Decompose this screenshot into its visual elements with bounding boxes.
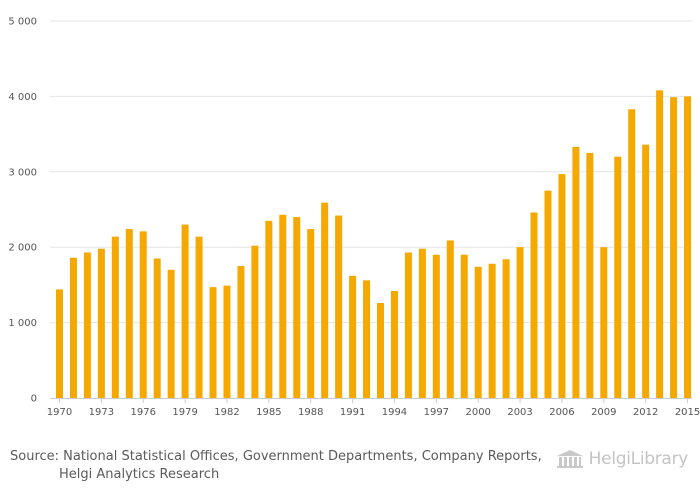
bar-1979 — [181, 224, 189, 398]
x-tick-label: 2015 — [675, 407, 700, 418]
bar-1990 — [335, 215, 343, 398]
bar-1995 — [404, 252, 412, 398]
bar-2005 — [544, 190, 552, 398]
bar-1983 — [237, 266, 245, 398]
bar-1973 — [97, 248, 105, 398]
bar-1998 — [446, 240, 454, 398]
bar-2004 — [530, 212, 538, 398]
x-tick-label: 1988 — [298, 407, 323, 418]
source-note: Source: National Statistical Offices, Go… — [10, 448, 542, 484]
y-tick-label: 1 000 — [8, 318, 37, 329]
y-tick-label: 4 000 — [8, 92, 37, 103]
x-tick-label: 1976 — [131, 407, 156, 418]
bar-1999 — [460, 254, 468, 398]
bar-1972 — [83, 252, 91, 398]
bar-1989 — [321, 202, 329, 398]
bar-1971 — [69, 257, 77, 398]
bar-1981 — [209, 287, 217, 398]
x-tick-label: 1985 — [256, 407, 281, 418]
bar-1976 — [139, 231, 147, 398]
bar-1985 — [265, 220, 273, 398]
bar-1993 — [377, 302, 384, 398]
bar-1984 — [251, 245, 259, 398]
bar-1992 — [363, 280, 371, 398]
x-tick-label: 1979 — [172, 407, 197, 418]
bar-1974 — [111, 236, 119, 398]
bar-1991 — [349, 275, 357, 398]
bar-1975 — [125, 229, 133, 398]
x-tick-label: 1997 — [424, 407, 449, 418]
y-tick-label: 5 000 — [8, 17, 37, 28]
bar-2014 — [670, 97, 678, 399]
y-axis-ticks: 0 1 000 2 000 3 000 4 000 5 000 — [8, 17, 37, 405]
x-tick-label: 2000 — [465, 407, 490, 418]
bar-2001 — [488, 263, 496, 398]
library-building-icon — [556, 450, 583, 468]
x-tick-label: 1991 — [340, 407, 365, 418]
y-tick-label: 2 000 — [8, 243, 37, 254]
bar-2002 — [502, 259, 510, 398]
bar-1980 — [195, 236, 203, 398]
brand-name: HelgiLibrary — [588, 449, 689, 469]
bar-1996 — [418, 248, 426, 398]
bar-1986 — [279, 214, 287, 398]
x-tick-label: 1994 — [382, 407, 407, 418]
x-tick-label: 2009 — [591, 407, 616, 418]
y-tick-label: 0 — [31, 394, 37, 405]
x-tick-label: 1973 — [89, 407, 114, 418]
bar-2009 — [600, 247, 608, 398]
bar-2006 — [558, 174, 566, 398]
grid-lines — [50, 20, 692, 324]
bar-1988 — [307, 229, 315, 398]
source-line-1: Source: National Statistical Offices, Go… — [10, 449, 542, 464]
bar-2003 — [516, 247, 524, 398]
bar-1982 — [223, 285, 231, 398]
bar-2013 — [656, 90, 664, 399]
bar-2007 — [572, 146, 580, 398]
x-tick-label: 1982 — [214, 407, 239, 418]
x-axis-ticks: 1970 1973 1976 1979 1982 1985 1988 1991 1994 1997… — [47, 398, 700, 418]
bar-2008 — [586, 152, 594, 398]
x-tick-label: 2003 — [507, 407, 532, 418]
x-tick-label: 2012 — [633, 407, 658, 418]
bar-1978 — [167, 269, 175, 398]
bar-2015 — [684, 96, 692, 399]
bar-2011 — [628, 109, 636, 398]
y-tick-label: 3 000 — [8, 167, 37, 178]
helgi-library-logo: HelgiLibrary — [556, 448, 688, 470]
bar-1987 — [293, 217, 301, 398]
bar-1994 — [390, 290, 398, 398]
source-line-2: Helgi Analytics Research — [59, 467, 220, 482]
bar-1977 — [153, 258, 161, 398]
bar-2012 — [642, 144, 650, 398]
bar-1970 — [56, 289, 63, 398]
bar-1997 — [432, 254, 440, 398]
x-tick-label: 2006 — [549, 407, 574, 418]
bar-2000 — [474, 266, 482, 398]
bars — [56, 90, 692, 399]
x-tick-label: 1970 — [47, 407, 72, 418]
bar-2010 — [614, 156, 622, 398]
